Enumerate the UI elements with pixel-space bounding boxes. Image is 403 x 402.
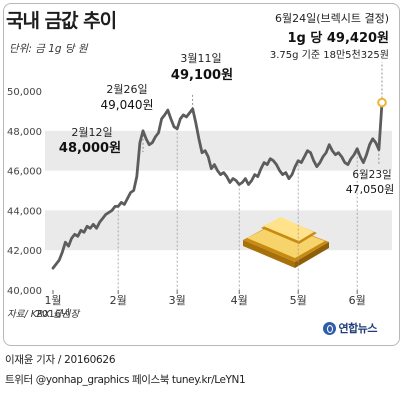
yonhap-logo: 연합뉴스 [322, 320, 378, 336]
unit-label: 단위: 금 1g 당 원 [9, 43, 88, 55]
x-tick-label: 5월 [290, 294, 307, 307]
x-tick-label: 6월 [349, 294, 366, 307]
annotation-jun24-value: 1g 당 49,420원 [288, 30, 390, 46]
gold-bar-face [247, 223, 325, 258]
chart-card [3, 3, 400, 346]
annotation-jun23-date: 6월23일 [352, 168, 391, 181]
annotation-jun24-date: 6월24일(브렉시트 결정) [275, 11, 389, 25]
yonhap-logo-text: 연합뉴스 [338, 322, 378, 335]
gold-bar-face [263, 217, 314, 241]
social-line: 트위터 @yonhap_graphics 페이스북 tuney.kr/LeYN1 [5, 374, 246, 386]
grid-band [45, 130, 392, 171]
x-tick-label: 2월 [110, 294, 127, 307]
y-tick-label: 50,000 [7, 87, 42, 98]
gold-bar-face [243, 240, 295, 268]
gold-bar-icon [243, 217, 329, 268]
y-tick-label: 44,000 [7, 206, 42, 217]
x-tick-sublabel: 2016년 [36, 308, 71, 320]
annotation-jun24-note: 3.75g 기준 18만5천325원 [270, 49, 389, 61]
x-tick-label: 3월 [169, 294, 186, 307]
annotation-jun23-value: 47,050원 [346, 183, 395, 196]
series-line [51, 101, 384, 270]
yonhap-logo-icon [322, 321, 336, 335]
annotation-feb26-date: 2월26일 [106, 82, 147, 96]
annotation-mar11-value: 49,100원 [171, 68, 233, 83]
y-tick-label: 40,000 [7, 286, 42, 297]
latest-point-marker [377, 97, 387, 108]
annotation-feb26-value: 49,040원 [100, 98, 153, 112]
y-tick-label: 48,000 [7, 127, 42, 138]
gold-bar-face [295, 242, 329, 268]
x-tick-label: 4월 [231, 294, 248, 307]
annotation-feb12-date: 2월12일 [71, 125, 112, 139]
y-tick-label: 46,000 [7, 167, 42, 178]
credit-line: 이재윤 기자 / 20160626 [5, 354, 116, 366]
source-label: 자료/ KRX 금시장 [7, 309, 80, 320]
grid-band [45, 210, 392, 251]
x-tick-label: 1월 [44, 294, 61, 307]
y-tick-label: 42,000 [7, 246, 42, 257]
annotation-mar11-date: 3월11일 [180, 51, 221, 65]
annotation-feb12-value: 48,000원 [59, 141, 121, 156]
chart-title: 국내 금값 추이 [6, 10, 117, 32]
